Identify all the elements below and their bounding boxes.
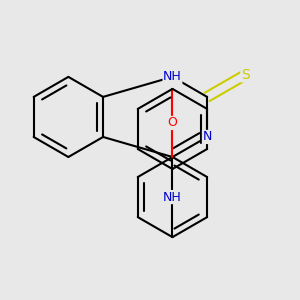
Text: N: N xyxy=(202,130,212,143)
Text: NH: NH xyxy=(163,190,182,204)
Text: NH: NH xyxy=(163,70,182,83)
Text: S: S xyxy=(241,68,250,82)
Text: O: O xyxy=(167,116,177,129)
